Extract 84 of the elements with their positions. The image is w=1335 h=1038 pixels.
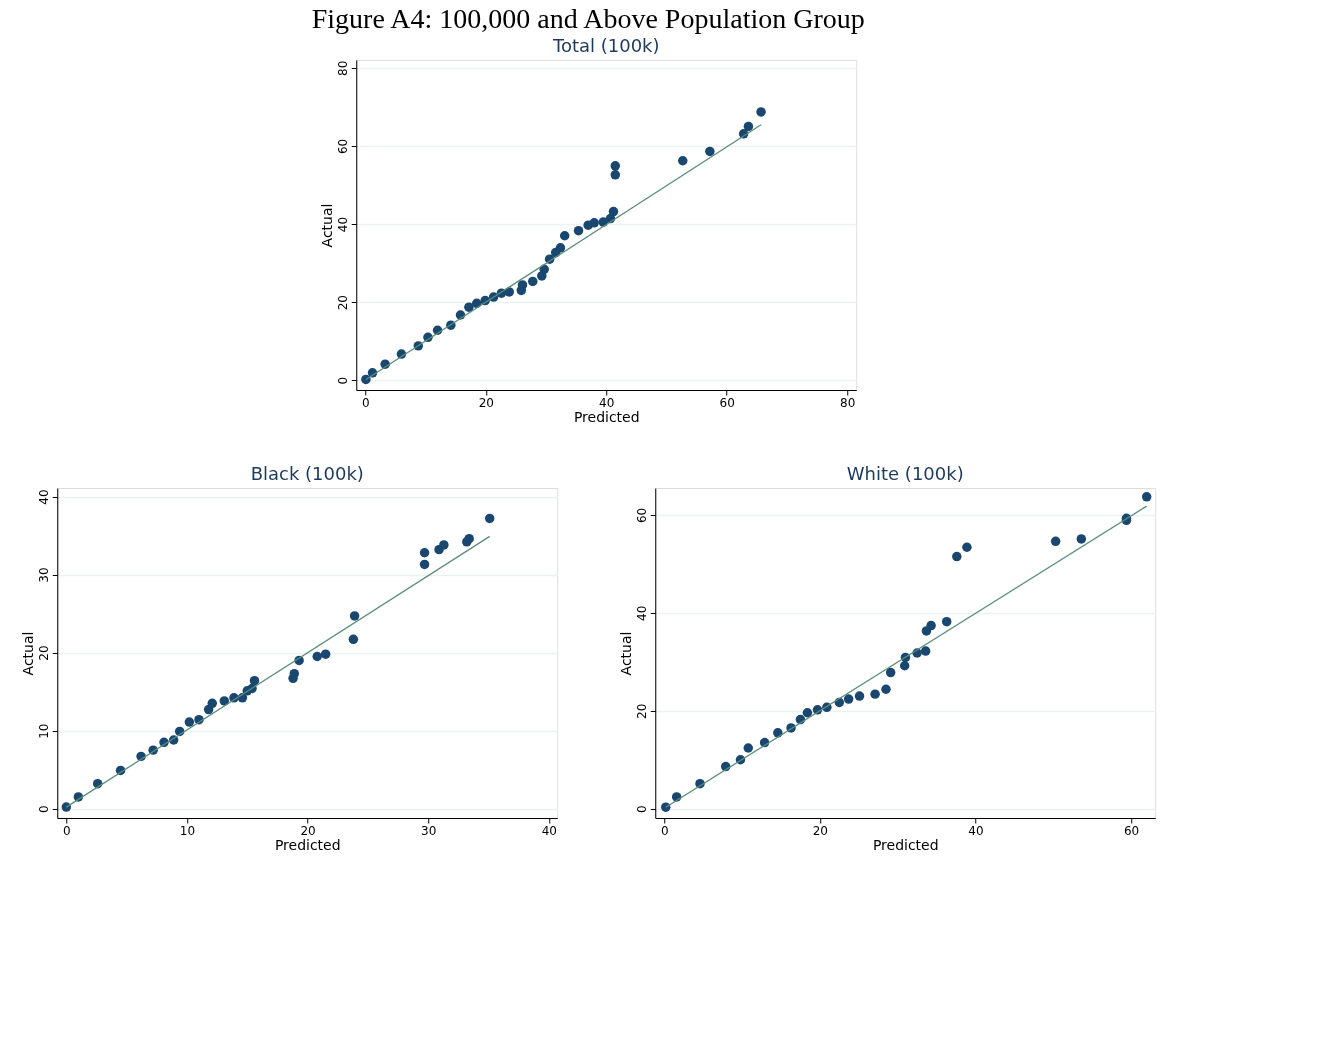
point xyxy=(1141,492,1152,502)
point xyxy=(843,694,854,704)
point xyxy=(528,276,538,287)
x-tick-label: 20 xyxy=(812,823,828,838)
point xyxy=(589,218,599,228)
x-tick-label: 0 xyxy=(660,823,669,838)
point xyxy=(962,542,972,552)
point xyxy=(348,634,359,645)
point xyxy=(312,651,322,662)
point xyxy=(289,668,300,679)
y-tick-label: 40 xyxy=(36,489,51,505)
y-axis-title: Actual xyxy=(617,631,634,676)
y-tick-label: 30 xyxy=(36,567,51,583)
point xyxy=(1076,534,1087,544)
y-axis-title: Actual xyxy=(318,203,335,248)
point xyxy=(464,302,474,312)
point xyxy=(61,802,72,812)
x-tick-label: 0 xyxy=(361,395,370,410)
point xyxy=(870,689,880,699)
y-tick-label: 60 xyxy=(335,138,350,155)
chart-title: Black (100k) xyxy=(250,463,364,484)
point xyxy=(555,243,566,253)
y-tick-label: 20 xyxy=(36,645,51,661)
point xyxy=(743,743,753,753)
point xyxy=(678,156,688,166)
point xyxy=(1050,536,1061,547)
point xyxy=(559,231,570,241)
x-tick-label: 20 xyxy=(300,823,316,838)
point xyxy=(743,121,754,132)
x-tick-label: 40 xyxy=(541,823,557,838)
point xyxy=(802,708,813,718)
point xyxy=(320,649,331,659)
point xyxy=(249,675,260,686)
point xyxy=(608,206,619,217)
y-tick-label: 40 xyxy=(335,216,350,233)
x-tick-label: 40 xyxy=(599,395,615,410)
y-tick-label: 80 xyxy=(335,60,350,76)
x-tick-label: 30 xyxy=(421,823,437,838)
x-tick-label: 80 xyxy=(840,395,856,410)
point xyxy=(484,513,495,524)
x-axis-title: Predicted xyxy=(872,836,939,853)
point xyxy=(885,667,896,678)
point xyxy=(920,646,931,656)
point xyxy=(610,161,621,171)
point xyxy=(705,146,715,157)
point xyxy=(756,107,766,117)
x-tick-label: 60 xyxy=(719,395,735,410)
y-tick-label: 0 xyxy=(335,376,350,385)
point xyxy=(610,170,621,180)
point xyxy=(517,280,528,290)
x-tick-label: 10 xyxy=(179,823,196,838)
point xyxy=(899,661,910,671)
point xyxy=(207,698,217,709)
text: Figure A4: 100,000 and Above Population Group xyxy=(311,2,865,34)
point xyxy=(439,540,449,550)
x-axis-title: Predicted xyxy=(274,836,341,853)
point xyxy=(419,559,430,570)
chart-title: White (100k) xyxy=(846,463,964,484)
x-axis-title: Predicted xyxy=(573,408,640,425)
y-tick-label: 40 xyxy=(634,605,649,621)
x-tick-label: 60 xyxy=(1123,823,1140,838)
y-tick-label: 10 xyxy=(36,723,51,739)
y-tick-label: 60 xyxy=(634,507,649,524)
x-tick-label: 40 xyxy=(968,823,984,838)
y-tick-label: 0 xyxy=(634,805,649,814)
point xyxy=(219,696,230,706)
point xyxy=(464,533,474,544)
y-tick-label: 0 xyxy=(36,805,51,813)
point xyxy=(184,717,195,727)
point xyxy=(539,264,549,275)
point xyxy=(573,225,584,236)
y-tick-label: 20 xyxy=(335,294,350,311)
y-tick-label: 20 xyxy=(634,703,649,719)
point xyxy=(952,551,962,562)
point xyxy=(349,611,360,621)
x-tick-label: 0 xyxy=(62,823,71,838)
y-axis-title: Actual xyxy=(19,631,36,676)
x-tick-label: 20 xyxy=(478,395,494,410)
point xyxy=(854,691,865,701)
point xyxy=(881,684,891,694)
point xyxy=(419,548,430,558)
point xyxy=(941,616,952,627)
point xyxy=(926,620,936,631)
chart-title: Total (100k) xyxy=(551,35,660,56)
